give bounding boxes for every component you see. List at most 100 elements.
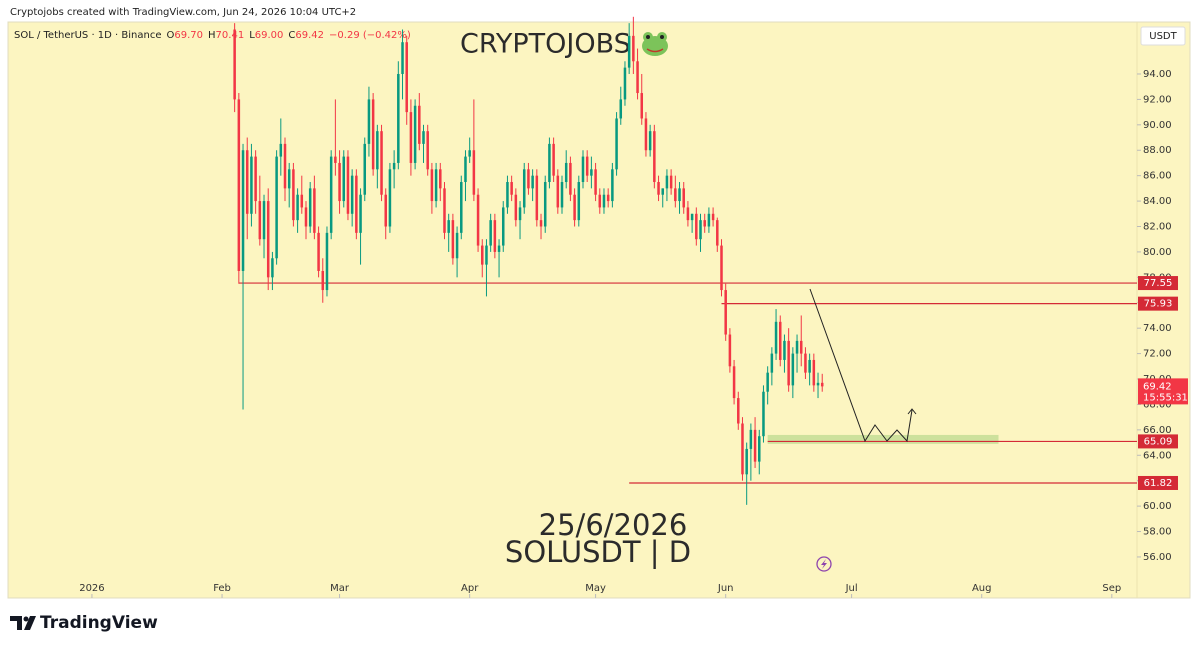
candle-body <box>481 245 484 265</box>
candle-body <box>791 353 795 386</box>
candle-body <box>799 340 803 354</box>
level-label: 75.93 <box>1144 299 1173 310</box>
candle-body <box>254 156 257 202</box>
footer-brand: TradingView <box>40 613 158 633</box>
y-tick-label: 90.00 <box>1143 120 1172 131</box>
candle-body <box>338 162 341 202</box>
legend-item: SOL / TetherUS · 1D · Binance <box>14 30 162 41</box>
candle-body <box>816 382 820 386</box>
candle-body <box>699 220 702 240</box>
candle-body <box>258 201 262 240</box>
projection-path <box>809 288 913 443</box>
candle-body <box>623 67 627 100</box>
candle-body <box>804 353 807 373</box>
candle-body <box>724 290 727 335</box>
candle-body <box>665 175 669 189</box>
candle-body <box>401 42 404 74</box>
y-tick-label: 68.00 <box>1143 399 1172 410</box>
candle-body <box>778 321 782 360</box>
candle-body <box>720 245 723 291</box>
candle-body <box>783 340 786 360</box>
candle-body <box>585 156 589 176</box>
legend-item: O <box>167 30 175 41</box>
countdown: 15:55:31 <box>1143 392 1188 403</box>
logo <box>10 616 36 630</box>
last-price: 69.42 <box>1143 381 1172 392</box>
candle-body <box>497 245 501 252</box>
candle-body <box>422 131 425 144</box>
candle-body <box>233 29 236 100</box>
legend-item: −0.29 (−0.42%) <box>329 30 411 41</box>
x-tick-label: Mar <box>330 583 350 594</box>
frog-icon <box>642 32 668 56</box>
level-label: 61.82 <box>1144 478 1173 489</box>
candle-body <box>522 169 526 208</box>
candle-body <box>367 99 371 144</box>
candle-body <box>317 232 320 271</box>
candle-body <box>552 143 555 176</box>
candle-body <box>325 232 329 291</box>
candle-body <box>758 436 761 462</box>
candle-body <box>539 220 543 227</box>
x-tick-label: Apr <box>461 583 479 594</box>
candle-body <box>501 207 505 246</box>
candle-body <box>514 194 518 221</box>
candle-body <box>653 131 656 183</box>
candle-body <box>737 398 740 424</box>
candle-body <box>460 182 463 233</box>
candle-body <box>787 340 790 386</box>
candle-body <box>615 118 618 170</box>
y-tick-label: 58.00 <box>1143 527 1172 538</box>
candle-body <box>527 169 530 189</box>
candle-body <box>678 188 681 202</box>
candle-body <box>245 150 249 214</box>
candle-body <box>535 175 539 221</box>
symbol-watermark: SOLUSDT | D <box>505 535 691 569</box>
y-tick-label: 60.00 <box>1143 501 1172 512</box>
candle-body <box>283 143 287 189</box>
x-tick-label: 2026 <box>79 583 104 594</box>
level-label: 65.09 <box>1144 436 1173 447</box>
candle-body <box>564 162 568 183</box>
x-tick-label: Jul <box>845 583 858 594</box>
x-tick-label: Sep <box>1102 583 1121 594</box>
legend-item: L <box>249 30 255 41</box>
candle-body <box>241 150 245 271</box>
candle-body <box>313 188 316 233</box>
x-tick-label: Aug <box>972 583 992 594</box>
level-label-box <box>1138 434 1178 449</box>
legend-item: 69.42 <box>295 30 324 41</box>
candle-body <box>397 73 400 163</box>
last-price-box <box>1138 378 1188 405</box>
y-tick-label: 72.00 <box>1143 349 1172 360</box>
candle-body <box>418 105 421 144</box>
candle-body <box>669 175 673 189</box>
candle-body <box>644 118 648 151</box>
candle-body <box>346 156 350 214</box>
candle-body <box>321 270 325 291</box>
candle-body <box>674 188 677 202</box>
alert-icon[interactable] <box>816 556 832 572</box>
candle-body <box>489 220 492 246</box>
candle-body <box>531 175 534 189</box>
candle-body <box>695 213 698 240</box>
y-tick-label: 64.00 <box>1143 450 1172 461</box>
x-tick-label: Feb <box>213 583 231 594</box>
candle-body <box>380 131 383 195</box>
y-tick-label: 74.00 <box>1143 323 1172 334</box>
candle-body <box>430 169 434 202</box>
x-tick-label: Jun <box>717 583 734 594</box>
candle-body <box>296 194 299 221</box>
watermark: CRYPTOJOBS <box>460 29 631 60</box>
candle-body <box>300 194 304 208</box>
candle-body <box>598 194 602 208</box>
candle-body <box>661 188 664 195</box>
candle-body <box>594 169 597 195</box>
candle-body <box>279 143 283 157</box>
candle-body <box>749 429 753 449</box>
legend-item: 69.00 <box>255 30 284 41</box>
plot: 2026 Feb Mar Apr May Jun Jul Aug Sep 56.00 58.00 60… <box>79 16 1172 598</box>
y-tick-label: 82.00 <box>1143 221 1172 232</box>
